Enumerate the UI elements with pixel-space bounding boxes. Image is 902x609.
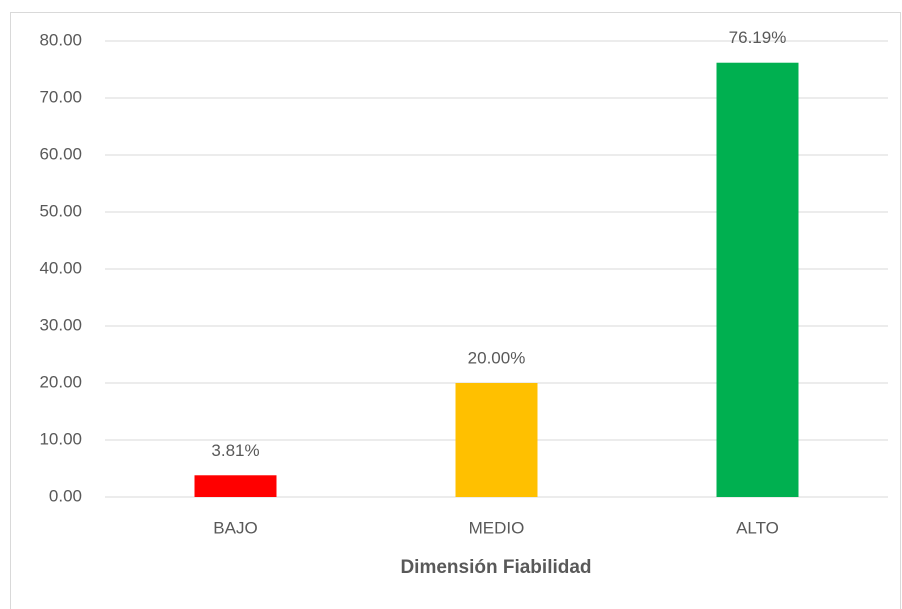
y-tick-label: 20.00	[39, 372, 82, 391]
y-tick-label: 10.00	[39, 429, 82, 448]
y-tick-label: 40.00	[39, 258, 82, 277]
y-tick-label: 50.00	[39, 201, 82, 220]
y-tick-label: 70.00	[39, 87, 82, 106]
y-tick-label: 80.00	[39, 30, 82, 49]
data-label: 20.00%	[468, 348, 526, 367]
x-tick-label: ALTO	[736, 518, 779, 537]
x-axis-label: Dimensión Fiabilidad	[400, 557, 591, 578]
bar	[455, 383, 538, 497]
y-tick-label: 30.00	[39, 315, 82, 334]
data-label: 76.19%	[729, 28, 787, 47]
y-tick-label: 60.00	[39, 144, 82, 163]
x-tick-label: MEDIO	[469, 518, 525, 537]
x-tick-label: BAJO	[213, 518, 257, 537]
bar	[194, 475, 277, 497]
bar	[716, 62, 799, 497]
y-tick-label: 0.00	[49, 486, 82, 505]
data-label: 3.81%	[211, 441, 259, 460]
